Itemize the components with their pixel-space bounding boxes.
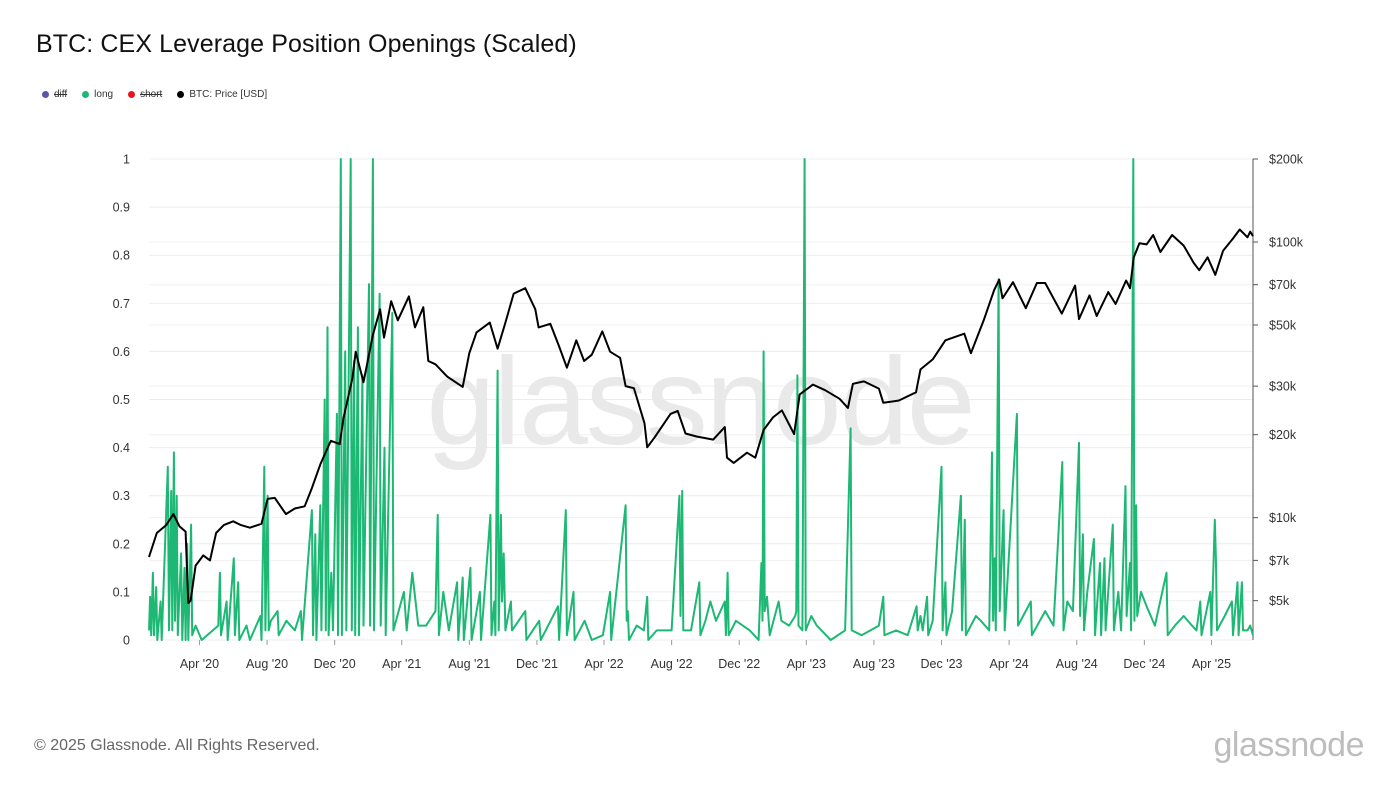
left-axis-ticks: 0 0.1 0.2 0.3 0.4 0.5 0.6 0.7 0.8 0.9 1: [113, 153, 130, 648]
right-tick-label: $7k: [1269, 554, 1290, 568]
x-tick-label: Dec '24: [1123, 657, 1165, 671]
x-tick-label: Aug '24: [1056, 657, 1098, 671]
x-tick-label: Aug '21: [448, 657, 490, 671]
left-tick-label: 0.9: [113, 201, 130, 215]
left-tick-label: 0.7: [113, 297, 130, 311]
x-tick-label: Aug '20: [246, 657, 288, 671]
x-tick-label: Apr '21: [382, 657, 421, 671]
left-tick-label: 0.6: [113, 345, 130, 359]
legend-label-short: short: [140, 89, 163, 100]
x-tick-label: Dec '20: [314, 657, 356, 671]
copyright-text: © 2025 Glassnode. All Rights Reserved.: [34, 737, 320, 754]
legend-item-btc-price[interactable]: BTC: Price [USD]: [177, 89, 267, 100]
legend-item-short[interactable]: short: [128, 89, 162, 100]
series-long: [148, 158, 1254, 641]
left-tick-label: 0.2: [113, 537, 130, 551]
grid-lines: [149, 158, 1253, 641]
right-axis-ticks: $5k $7k $10k $20k $30k $50k $70k $100k $200k: [1253, 153, 1304, 608]
series-btc-price: [148, 228, 1254, 605]
left-tick-label: 0: [123, 634, 130, 648]
x-tick-label: Apr '22: [584, 657, 623, 671]
left-tick-label: 0.4: [113, 441, 130, 455]
x-tick-label: Apr '20: [180, 657, 219, 671]
brand-logo: glassnode: [1213, 726, 1364, 764]
x-tick-label: Aug '22: [651, 657, 693, 671]
legend-item-diff[interactable]: diff: [42, 89, 67, 100]
series-long-line: [148, 158, 1254, 641]
series-btc-price-line: [148, 228, 1254, 605]
legend-item-long[interactable]: long: [82, 89, 113, 100]
right-tick-label: $30k: [1269, 380, 1297, 394]
right-tick-label: $100k: [1269, 235, 1304, 249]
right-tick-label: $20k: [1269, 428, 1297, 442]
chart-title: BTC: CEX Leverage Position Openings (Sca…: [36, 30, 577, 58]
left-tick-label: 0.5: [113, 393, 130, 407]
right-tick-label: $70k: [1269, 278, 1297, 292]
left-tick-label: 0.3: [113, 489, 130, 503]
x-tick-label: Aug '23: [853, 657, 895, 671]
left-tick-label: 0.8: [113, 249, 130, 263]
legend-dot-btc-price: [177, 91, 185, 98]
x-axis-ticks: Apr '20 Aug '20 Dec '20 Apr '21 Aug '21 Dec '…: [180, 640, 1231, 671]
legend-dot-diff: [42, 91, 49, 98]
right-tick-label: $200k: [1269, 153, 1304, 167]
legend-label-btc-price: BTC: Price [USD]: [189, 89, 268, 100]
right-tick-label: $50k: [1269, 318, 1297, 332]
left-tick-label: 1: [123, 153, 130, 167]
x-tick-label: Apr '24: [990, 657, 1029, 671]
x-tick-label: Dec '23: [921, 657, 963, 671]
legend-dot-long: [82, 91, 90, 98]
legend-dot-short: [128, 91, 136, 98]
right-tick-label: $5k: [1269, 594, 1290, 608]
x-tick-label: Apr '23: [787, 657, 826, 671]
x-tick-label: Dec '22: [718, 657, 760, 671]
left-tick-label: 0.1: [113, 585, 130, 599]
chart-legend: diff long short BTC: Price [USD]: [42, 89, 282, 100]
right-tick-label: $10k: [1269, 511, 1297, 525]
legend-label-long: long: [94, 89, 114, 100]
x-tick-label: Apr '25: [1192, 657, 1231, 671]
x-tick-label: Dec '21: [516, 657, 558, 671]
legend-label-diff: diff: [54, 89, 68, 100]
